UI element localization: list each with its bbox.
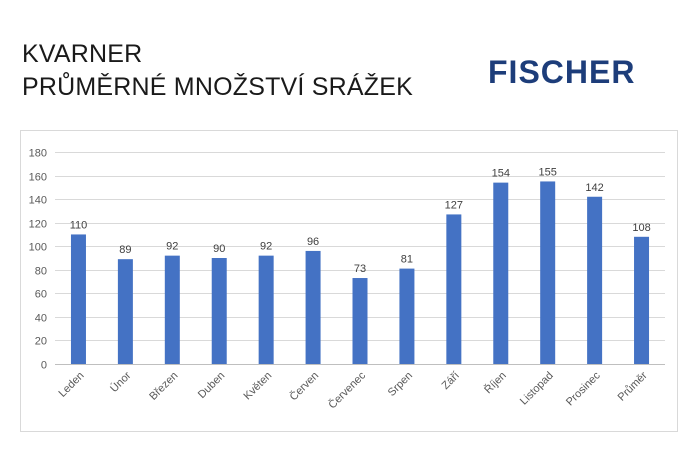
x-category-label: Průměr	[616, 369, 650, 403]
bar	[117, 259, 133, 364]
y-axis-ticks: 0 20 40 60 80 100 120 140 160 180	[29, 148, 47, 372]
bar	[540, 181, 556, 364]
bar	[587, 196, 603, 364]
x-category-label: Květen	[242, 370, 275, 403]
data-labels: 110 89 92 90 92 96 73 81 127 154 155 142 108	[70, 166, 651, 275]
data-label: 92	[166, 241, 178, 253]
x-category-label: Říjen	[482, 369, 509, 396]
bar	[634, 236, 650, 364]
data-label: 90	[213, 243, 225, 255]
data-label: 155	[539, 166, 557, 178]
bar	[258, 255, 274, 364]
data-label: 110	[70, 219, 88, 231]
y-tick-label: 100	[29, 242, 47, 254]
data-label: 89	[119, 244, 131, 256]
x-category-label: Listopad	[518, 370, 556, 408]
data-label: 142	[585, 182, 603, 194]
bar	[352, 278, 368, 364]
fischer-logo: FISCHER	[488, 54, 636, 90]
x-category-label: Duben	[196, 370, 227, 401]
chart-title: KVARNER PRŮMĚRNÉ MNOŽSTVÍ SRÁŽEK	[22, 38, 413, 104]
y-tick-label: 140	[29, 195, 47, 207]
x-category-label: Prosinec	[564, 369, 603, 408]
x-category-label: Leden	[56, 370, 86, 400]
x-category-label: Březen	[147, 370, 180, 403]
chart-frame	[20, 130, 678, 432]
x-category-label: Červen	[287, 369, 321, 403]
data-label: 127	[445, 199, 463, 211]
bar	[164, 255, 180, 364]
title-line-subject: PRŮMĚRNÉ MNOŽSTVÍ SRÁŽEK	[22, 73, 413, 101]
y-tick-label: 60	[35, 289, 47, 301]
data-label: 92	[260, 241, 272, 253]
x-category-label: Srpen	[386, 370, 415, 399]
bar	[446, 214, 462, 364]
bar	[70, 234, 86, 364]
y-tick-label: 0	[41, 360, 47, 372]
data-label: 96	[307, 236, 319, 248]
title-line-region: KVARNER	[22, 40, 143, 68]
y-tick-label: 20	[35, 336, 47, 348]
x-category-label: Září	[440, 370, 462, 392]
y-tick-label: 40	[35, 313, 47, 325]
bar	[211, 258, 227, 364]
y-tick-label: 120	[29, 219, 47, 231]
data-label: 73	[354, 263, 366, 275]
data-label: 154	[492, 168, 510, 180]
y-tick-label: 180	[29, 148, 47, 160]
bar	[493, 182, 509, 364]
y-tick-label: 80	[35, 266, 47, 278]
bar	[399, 268, 415, 364]
bars	[70, 181, 650, 364]
data-label: 81	[401, 254, 413, 266]
data-label: 108	[632, 222, 650, 234]
x-category-label: Červenec	[326, 369, 369, 412]
bar	[305, 250, 321, 364]
x-axis-labels: Leden Únor Březen Duben Květen Červen Červenec…	[56, 369, 649, 412]
y-tick-label: 160	[29, 172, 47, 184]
x-category-label: Únor	[107, 369, 133, 395]
